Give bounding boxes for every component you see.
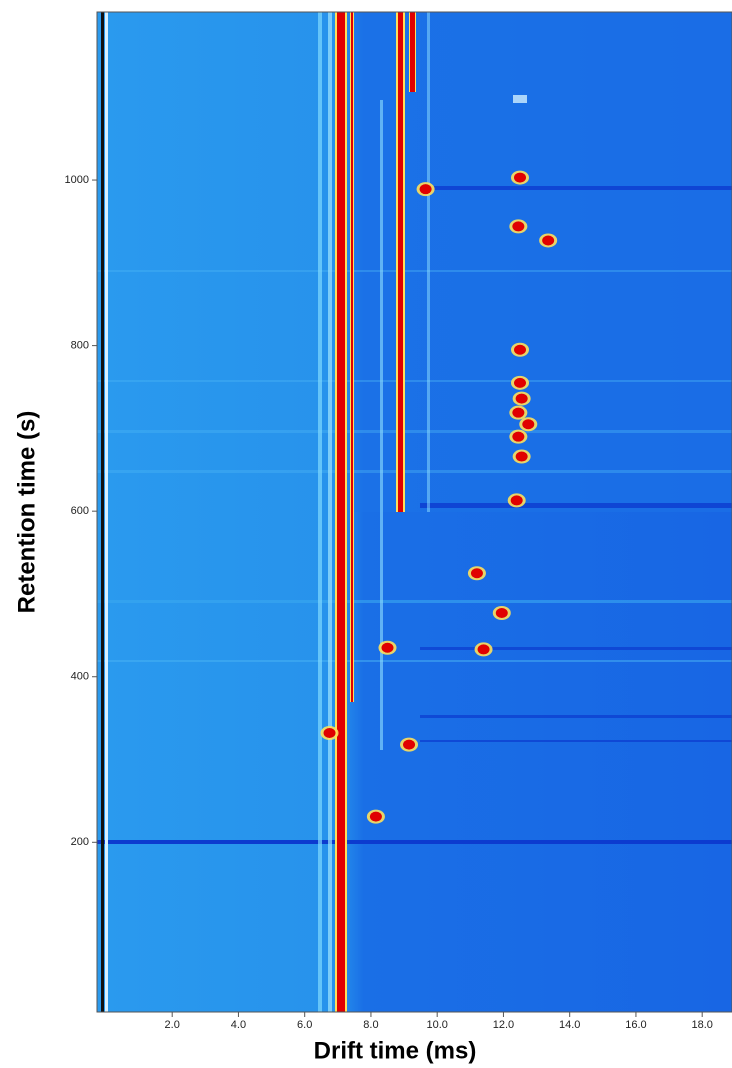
x-tick-label: 10.0: [426, 1019, 447, 1031]
peak: [381, 642, 394, 653]
x-tick-label: 4.0: [231, 1019, 246, 1031]
y-tick-label: 600: [71, 505, 89, 517]
peak: [495, 607, 508, 618]
peak: [514, 377, 527, 388]
peak: [512, 407, 525, 418]
x-axis-title: Drift time (ms): [314, 1037, 477, 1064]
peak: [514, 344, 527, 355]
peak: [512, 221, 525, 232]
peak: [323, 728, 336, 739]
x-tick-label: 12.0: [493, 1019, 514, 1031]
peak: [419, 184, 432, 195]
x-tick-label: 14.0: [559, 1019, 580, 1031]
peak: [470, 568, 483, 579]
x-tick-label: 8.0: [363, 1019, 378, 1031]
y-tick-label: 1000: [65, 174, 89, 186]
peak: [515, 451, 528, 462]
peak: [522, 419, 535, 430]
peak: [369, 811, 382, 822]
heatmap-background: [97, 12, 732, 1012]
x-tick-label: 2.0: [165, 1019, 180, 1031]
x-tick-label: 16.0: [625, 1019, 646, 1031]
peak: [542, 235, 555, 246]
peak: [477, 644, 490, 655]
peak: [514, 172, 527, 183]
peak: [403, 739, 416, 750]
plot-frame: [96, 11, 732, 1013]
x-tick-label: 18.0: [691, 1019, 712, 1031]
peak: [515, 393, 528, 404]
y-axis-title: Retention time (s): [13, 411, 40, 614]
peak: [512, 431, 525, 442]
peak: [510, 495, 523, 506]
x-tick-label: 6.0: [297, 1019, 312, 1031]
y-tick-label: 400: [71, 671, 89, 683]
y-tick-label: 800: [71, 340, 89, 352]
y-tick-label: 200: [71, 836, 89, 848]
